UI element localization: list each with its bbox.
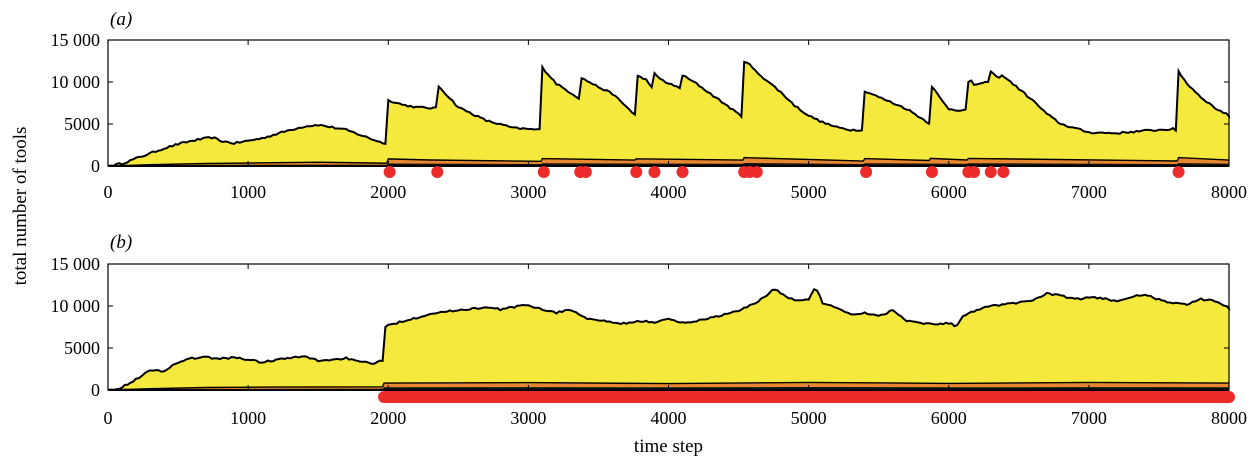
x-tick-label: 8000 bbox=[1211, 182, 1247, 202]
event-marker bbox=[997, 166, 1010, 178]
event-marker bbox=[984, 166, 997, 178]
x-tick-label: 4000 bbox=[651, 408, 687, 428]
x-tick-label: 2000 bbox=[370, 408, 406, 428]
event-marker bbox=[860, 166, 873, 178]
x-tick-label: 7000 bbox=[1071, 408, 1107, 428]
x-tick-label: 1000 bbox=[230, 408, 266, 428]
y-tick-label: 15 000 bbox=[51, 30, 101, 50]
x-tick-label: 7000 bbox=[1071, 182, 1107, 202]
x-tick-label: 3000 bbox=[510, 182, 546, 202]
total-tools-area bbox=[108, 289, 1229, 390]
event-marker bbox=[579, 166, 592, 178]
x-tick-label: 8000 bbox=[1211, 408, 1247, 428]
event-band bbox=[378, 391, 1235, 403]
panel-label: (a) bbox=[110, 9, 132, 30]
y-tick-label: 10 000 bbox=[51, 72, 101, 92]
total-tools-area bbox=[108, 61, 1229, 166]
x-tick-label: 0 bbox=[104, 408, 113, 428]
event-marker bbox=[648, 166, 661, 178]
x-tick-label: 6000 bbox=[931, 408, 967, 428]
event-marker bbox=[630, 166, 643, 178]
panel-a: 0 1000 2000 3000 4000 5000 6000 7000 8000 0 5000 10… bbox=[51, 9, 1248, 202]
x-tick-label: 3000 bbox=[510, 408, 546, 428]
total-tools-line bbox=[107, 288, 1230, 391]
event-marker bbox=[537, 166, 550, 178]
y-tick-label: 10 000 bbox=[51, 296, 101, 316]
y-tick-label: 0 bbox=[91, 380, 100, 400]
x-tick-label: 5000 bbox=[791, 408, 827, 428]
x-tick-label: 6000 bbox=[931, 182, 967, 202]
y-tick-label: 15 000 bbox=[51, 254, 101, 274]
event-marker bbox=[1172, 166, 1185, 178]
event-marker bbox=[676, 166, 689, 178]
panel-b: 0 1000 2000 3000 4000 5000 6000 7000 8000 0 5000 10… bbox=[51, 232, 1248, 457]
x-axis-label: time step bbox=[634, 436, 703, 457]
event-marker bbox=[967, 166, 980, 178]
event-marker bbox=[431, 166, 444, 178]
x-tick-label: 2000 bbox=[370, 182, 406, 202]
y-tick-label: 5000 bbox=[64, 114, 100, 134]
event-marker bbox=[750, 166, 763, 178]
x-tick-label: 1000 bbox=[230, 182, 266, 202]
x-tick-label: 4000 bbox=[651, 182, 687, 202]
middle-tools-line bbox=[107, 156, 1230, 167]
x-tick-label: 5000 bbox=[791, 182, 827, 202]
y-tick-label: 0 bbox=[91, 156, 100, 176]
panel-label: (b) bbox=[110, 232, 132, 253]
y-tick-label: 5000 bbox=[64, 338, 100, 358]
y-axis-label: total number of tools bbox=[10, 127, 31, 286]
event-marker bbox=[925, 166, 938, 178]
event-marker bbox=[383, 166, 396, 178]
middle-tools-line bbox=[107, 381, 1230, 391]
total-tools-line bbox=[107, 60, 1230, 167]
x-tick-label: 0 bbox=[104, 182, 113, 202]
